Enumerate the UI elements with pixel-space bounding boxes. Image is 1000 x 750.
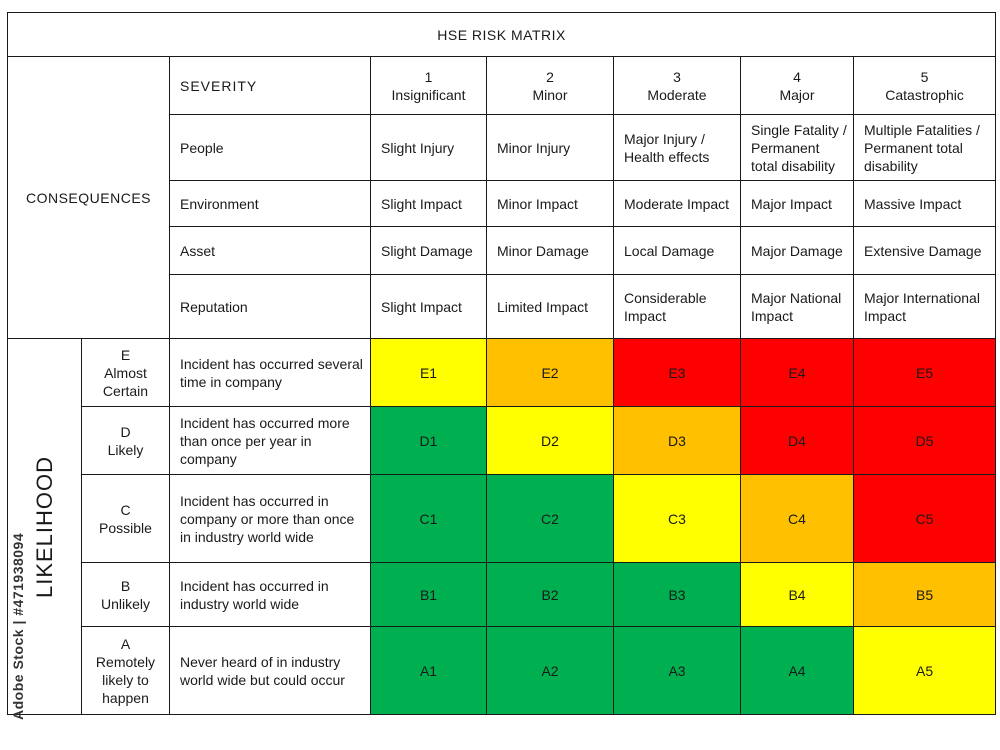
consequence-cell: Massive Impact	[852, 180, 997, 227]
likelihood-label: LIKELIHOOD	[7, 338, 82, 715]
risk-cell-c2: C2	[486, 474, 614, 563]
risk-cell-c5: C5	[852, 474, 997, 563]
consequences-label: CONSEQUENCES	[7, 56, 170, 339]
risk-cell-c1: C1	[370, 474, 487, 563]
severity-name: Catastrophic	[885, 86, 964, 103]
consequence-cell: Slight Damage	[370, 226, 487, 275]
consequence-cell: Local Damage	[613, 226, 741, 275]
consequence-cell: Limited Impact	[486, 274, 614, 339]
consequence-category-people: People	[169, 114, 371, 181]
stock-watermark-id: Adobe Stock | #471938094	[10, 532, 26, 720]
risk-cell-b4: B4	[740, 562, 854, 627]
risk-cell-a5: A5	[852, 626, 997, 715]
likelihood-letter: A	[120, 635, 131, 652]
risk-cell-b2: B2	[486, 562, 614, 627]
risk-cell-a1: A1	[370, 626, 487, 715]
consequence-cell: Minor Injury	[486, 114, 614, 181]
risk-cell-c4: C4	[740, 474, 854, 563]
severity-name: Moderate	[647, 86, 707, 103]
risk-cell-b1: B1	[370, 562, 487, 627]
likelihood-name: Unlikely	[100, 595, 150, 612]
severity-name: Minor	[532, 86, 568, 103]
likelihood-name: Almost Certain	[102, 364, 149, 399]
severity-num: 2	[546, 68, 554, 85]
consequence-cell: Single Fatality / Permanent total disabi…	[740, 114, 854, 181]
likelihood-letter: E	[120, 346, 131, 363]
likelihood-description: Incident has occurred in company or more…	[169, 474, 371, 563]
likelihood-name: Remotely likely to happen	[95, 653, 156, 706]
likelihood-level-a: A Remotely likely to happen	[81, 626, 170, 715]
consequence-cell: Extensive Damage	[852, 226, 997, 275]
consequence-cell: Multiple Fatalities / Permanent total di…	[852, 114, 997, 181]
likelihood-description: Incident has occurred more than once per…	[169, 406, 371, 475]
consequence-cell: Major Damage	[740, 226, 854, 275]
severity-num: 5	[920, 68, 929, 85]
risk-cell-e3: E3	[613, 338, 741, 407]
likelihood-level-e: E Almost Certain	[81, 338, 170, 407]
risk-cell-d5: D5	[852, 406, 997, 475]
consequence-cell: Major Injury / Health effects	[613, 114, 741, 181]
consequence-cell: Slight Impact	[370, 274, 487, 339]
consequence-cell: Major Impact	[740, 180, 854, 227]
severity-level-3: 3 Moderate	[613, 56, 741, 115]
severity-name: Major	[779, 86, 815, 103]
consequence-cell: Slight Impact	[370, 180, 487, 227]
consequence-cell: Considerable Impact	[613, 274, 741, 339]
risk-cell-e1: E1	[370, 338, 487, 407]
risk-cell-d3: D3	[613, 406, 741, 475]
risk-cell-d1: D1	[370, 406, 487, 475]
severity-name: Insignificant	[391, 86, 466, 103]
consequence-cell: Slight Injury	[370, 114, 487, 181]
risk-cell-b3: B3	[613, 562, 741, 627]
risk-cell-b5: B5	[852, 562, 997, 627]
risk-cell-e5: E5	[852, 338, 997, 407]
risk-cell-e2: E2	[486, 338, 614, 407]
risk-cell-c3: C3	[613, 474, 741, 563]
severity-num: 4	[793, 68, 801, 85]
likelihood-description: Incident has occurred in industry world …	[169, 562, 371, 627]
likelihood-letter: D	[120, 423, 131, 440]
consequence-cell: Moderate Impact	[613, 180, 741, 227]
likelihood-description: Incident has occurred several time in co…	[169, 338, 371, 407]
likelihood-name: Possible	[99, 519, 152, 536]
risk-cell-a3: A3	[613, 626, 741, 715]
risk-cell-e4: E4	[740, 338, 854, 407]
likelihood-label-text: LIKELIHOOD	[31, 455, 57, 598]
likelihood-letter: C	[120, 501, 131, 518]
consequence-category-environment: Environment	[169, 180, 371, 227]
severity-level-5: 5 Catastrophic	[852, 56, 997, 115]
likelihood-description: Never heard of in industry world wide bu…	[169, 626, 371, 715]
severity-num: 1	[424, 68, 433, 85]
likelihood-level-d: D Likely	[81, 406, 170, 475]
risk-cell-a2: A2	[486, 626, 614, 715]
risk-cell-d2: D2	[486, 406, 614, 475]
severity-heading: SEVERITY	[169, 56, 371, 115]
matrix-title: HSE RISK MATRIX	[6, 12, 997, 57]
likelihood-name: Likely	[107, 441, 144, 458]
severity-level-4: 4 Major	[740, 56, 854, 115]
consequence-cell: Minor Impact	[486, 180, 614, 227]
likelihood-level-b: B Unlikely	[81, 562, 170, 627]
consequence-cell: Major International Impact	[852, 274, 997, 339]
risk-cell-a4: A4	[740, 626, 854, 715]
severity-level-2: 2 Minor	[486, 56, 614, 115]
consequence-cell: Major National Impact	[740, 274, 854, 339]
consequence-category-asset: Asset	[169, 226, 371, 275]
likelihood-level-c: C Possible	[81, 474, 170, 563]
consequence-cell: Minor Damage	[486, 226, 614, 275]
severity-num: 3	[673, 68, 681, 85]
severity-level-1: 1 Insignificant	[370, 56, 487, 115]
risk-cell-d4: D4	[740, 406, 854, 475]
consequence-category-reputation: Reputation	[169, 274, 371, 339]
likelihood-letter: B	[120, 577, 131, 594]
